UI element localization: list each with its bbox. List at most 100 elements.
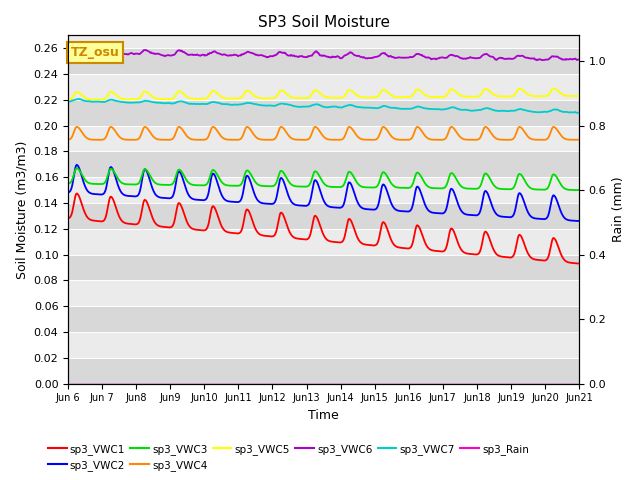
Title: SP3 Soil Moisture: SP3 Soil Moisture [257, 15, 390, 30]
Bar [68, 100, 579, 126]
Line: sp3_VWC1: sp3_VWC1 [68, 193, 579, 264]
sp3_VWC5 [385, 91, 393, 96]
sp3_VWC2 [74, 163, 82, 169]
Bar [68, 306, 579, 332]
sp3_VWC3 [401, 185, 409, 191]
Bar [68, 151, 579, 177]
sp3_VWC3 [64, 180, 72, 186]
Line: sp3_VWC4: sp3_VWC4 [68, 127, 579, 140]
sp3_VWC1 [127, 221, 134, 227]
sp3_VWC3 [575, 187, 583, 193]
sp3_VWC7 [205, 100, 213, 106]
sp3_VWC3 [386, 179, 394, 184]
sp3_VWC7 [401, 106, 409, 112]
sp3_VWC1 [575, 261, 582, 266]
sp3_VWC5 [64, 97, 72, 103]
sp3_VWC1 [386, 234, 394, 240]
sp3_VWC4 [127, 137, 134, 143]
sp3_VWC2 [575, 218, 582, 224]
sp3_Rain [74, 381, 81, 386]
sp3_VWC1 [64, 216, 72, 221]
sp3_VWC6 [127, 50, 134, 56]
Line: sp3_VWC3: sp3_VWC3 [68, 168, 579, 190]
Line: sp3_VWC7: sp3_VWC7 [68, 99, 579, 113]
sp3_VWC6 [179, 49, 186, 55]
sp3_VWC2 [73, 162, 81, 168]
sp3_VWC3 [127, 181, 134, 187]
sp3_VWC2 [205, 185, 213, 191]
sp3_VWC5 [575, 93, 583, 99]
sp3_VWC4 [74, 124, 82, 130]
sp3_VWC3 [179, 170, 186, 176]
sp3_VWC5 [205, 93, 212, 99]
sp3_VWC3 [73, 166, 81, 171]
sp3_VWC2 [401, 208, 409, 214]
sp3_VWC7 [573, 110, 580, 116]
sp3_VWC4 [401, 137, 409, 143]
sp3_Rain [385, 381, 393, 386]
sp3_VWC6 [205, 50, 213, 56]
Y-axis label: Soil Moisture (m3/m3): Soil Moisture (m3/m3) [15, 140, 28, 278]
sp3_VWC6 [64, 50, 72, 56]
Bar [68, 23, 579, 48]
sp3_VWC4 [64, 137, 72, 143]
sp3_Rain [64, 381, 72, 386]
Text: TZ_osu: TZ_osu [70, 46, 120, 59]
sp3_Rain [401, 381, 408, 386]
Line: sp3_VWC6: sp3_VWC6 [68, 50, 579, 60]
sp3_VWC1 [73, 191, 81, 196]
sp3_VWC4 [541, 137, 548, 143]
sp3_VWC1 [401, 245, 409, 251]
sp3_VWC6 [386, 53, 394, 59]
sp3_VWC4 [73, 124, 81, 130]
sp3_VWC7 [76, 96, 83, 102]
Y-axis label: Rain (mm): Rain (mm) [612, 177, 625, 242]
sp3_VWC5 [401, 95, 408, 100]
Legend: sp3_VWC1, sp3_VWC2, sp3_VWC3, sp3_VWC4, sp3_VWC5, sp3_VWC6, sp3_VWC7, sp3_Rain: sp3_VWC1, sp3_VWC2, sp3_VWC3, sp3_VWC4, … [44, 439, 533, 475]
Bar [68, 177, 579, 203]
sp3_VWC3 [74, 166, 82, 172]
sp3_Rain [205, 381, 212, 386]
sp3_VWC7 [575, 110, 583, 116]
sp3_VWC7 [386, 105, 394, 110]
Bar [68, 254, 579, 280]
sp3_VWC4 [179, 127, 186, 133]
sp3_VWC2 [179, 175, 186, 181]
Bar [68, 280, 579, 306]
sp3_VWC6 [540, 57, 547, 63]
Bar [68, 358, 579, 384]
sp3_VWC4 [575, 137, 583, 143]
sp3_VWC1 [179, 206, 186, 212]
sp3_VWC3 [205, 175, 213, 181]
sp3_VWC7 [127, 100, 134, 106]
Bar [68, 332, 579, 358]
sp3_Rain [575, 381, 583, 386]
Bar [68, 48, 579, 74]
Line: sp3_VWC2: sp3_VWC2 [68, 165, 579, 221]
sp3_Rain [126, 381, 134, 386]
sp3_VWC5 [178, 90, 186, 96]
sp3_Rain [178, 381, 186, 386]
sp3_VWC3 [575, 187, 582, 193]
sp3_VWC6 [74, 47, 82, 53]
sp3_VWC2 [386, 197, 394, 203]
sp3_VWC5 [550, 85, 557, 91]
sp3_VWC2 [575, 218, 583, 224]
sp3_VWC2 [127, 193, 134, 199]
sp3_VWC2 [64, 190, 72, 195]
Bar [68, 74, 579, 100]
sp3_VWC6 [575, 57, 583, 62]
Line: sp3_VWC5: sp3_VWC5 [68, 88, 579, 100]
sp3_VWC7 [64, 99, 72, 105]
sp3_VWC1 [74, 192, 82, 197]
sp3_VWC4 [386, 132, 394, 137]
Bar [68, 126, 579, 151]
sp3_VWC6 [72, 47, 79, 53]
Bar [68, 229, 579, 254]
X-axis label: Time: Time [308, 409, 339, 422]
sp3_VWC7 [74, 96, 81, 102]
sp3_VWC5 [126, 96, 134, 102]
Bar [68, 203, 579, 229]
sp3_VWC4 [205, 131, 213, 137]
sp3_VWC7 [179, 98, 186, 104]
